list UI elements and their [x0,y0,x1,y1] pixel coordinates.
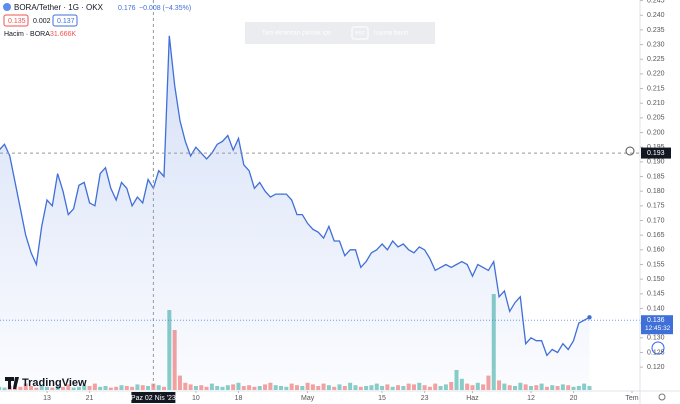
x-tick-label: Tem [625,395,638,402]
y-tick-label: 0.170 [647,217,665,224]
last-price-box [641,315,673,335]
crosshair-x-label: Paz 02 Nis '23 [131,395,176,402]
volume-value: 31.666K [50,31,76,38]
y-tick-label: 0.175 [647,203,665,210]
spread: 0.002 [33,18,51,25]
key-box [351,26,369,40]
header-change: −0.008 (−4.35%) [139,5,191,12]
last-point [587,315,592,320]
plot [0,0,640,390]
settings-icon[interactable] [658,393,666,401]
y-tick-label: 0.190 [647,159,665,166]
y-tick-label: 0.195 [647,144,665,151]
y-tick-label: 0.155 [647,261,665,268]
symbol-title: BORA/Tether · 1G · OKX [14,3,104,12]
bid: 0.135 [8,18,26,25]
y-tick-label: 0.185 [647,173,665,180]
y-tick-label: 0.210 [647,100,665,107]
x-tick-label: 20 [570,395,578,402]
y-tick-label: 0.140 [647,305,665,312]
y-tick-label: 0.165 [647,232,665,239]
banner-text: Tam ekrandan çıkmak için [262,31,331,37]
y-tick-label: 0.205 [647,115,665,122]
y-tick-label: 0.240 [647,12,665,19]
bid-box[interactable] [3,14,29,27]
y-tick-label: 0.125 [647,349,665,356]
add-icon[interactable] [625,146,635,156]
logo-icon [5,377,19,389]
y-tick-label: 0.215 [647,85,665,92]
y-tick-label: 0.245 [647,0,665,4]
y-tick-label: 0.120 [647,364,665,371]
price-line [0,35,590,357]
x-tick-label: 13 [43,395,51,402]
y-tick-label: 0.160 [647,247,665,254]
y-tick-label: 0.145 [647,291,665,298]
scroll-button[interactable] [651,341,665,355]
x-tick-label: May [301,395,315,402]
crosshair-x-box [131,392,176,403]
x-tick-label: 23 [421,395,429,402]
ask: 0.137 [57,18,75,25]
x-tick-label: 15 [378,395,386,402]
x-tick-label: Haz [466,395,479,402]
x-tick-label: 18 [235,395,243,402]
logo: TradingView [22,377,87,389]
fullscreen-banner [245,22,435,44]
volume-title: Hacim · BORA [4,31,50,38]
banner-text: tuşuna basın [374,31,408,37]
symbol-icon [3,3,11,11]
crosshair-y-label: 0.193 [647,150,665,157]
y-tick-label: 0.220 [647,71,665,78]
ask-box[interactable] [52,14,78,27]
y-tick-label: 0.180 [647,188,665,195]
last-price-label: 0.136 [647,317,665,324]
price-area [0,35,590,390]
x-tick-label: 12 [527,395,535,402]
y-tick-label: 0.225 [647,56,665,63]
y-tick-label: 0.200 [647,129,665,136]
y-tick-label: 0.230 [647,41,665,48]
y-tick-label: 0.150 [647,276,665,283]
x-tick-label: 10 [192,395,200,402]
y-tick-label: 0.130 [647,335,665,342]
crosshair-y-box [641,147,671,159]
header-price: 0.176 [118,5,136,12]
x-tick-label: 21 [86,395,94,402]
y-tick-label: 0.235 [647,27,665,34]
countdown: 12:45:32 [645,325,671,332]
banner-key: esc [355,31,364,37]
